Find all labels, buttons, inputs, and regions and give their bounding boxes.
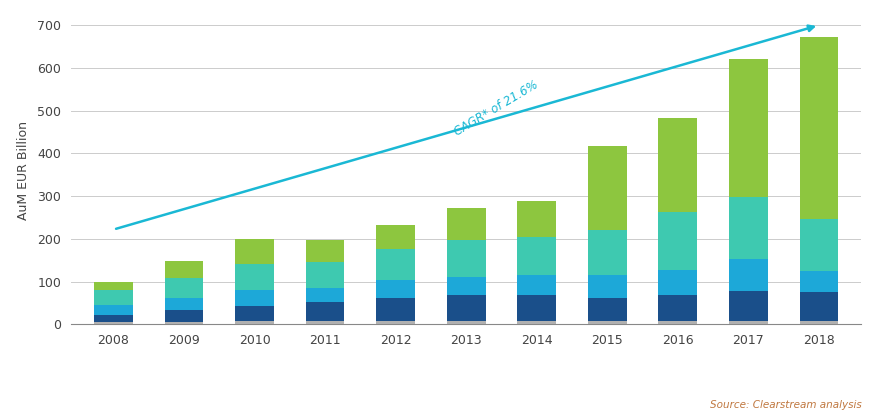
- Bar: [659, 321, 697, 324]
- Bar: [588, 297, 627, 321]
- Bar: [94, 282, 133, 290]
- Bar: [518, 275, 556, 295]
- Bar: [588, 321, 627, 324]
- Bar: [799, 292, 838, 321]
- Bar: [799, 270, 838, 292]
- Bar: [447, 295, 486, 321]
- Bar: [729, 321, 768, 324]
- Bar: [305, 240, 345, 262]
- Bar: [447, 240, 486, 277]
- Bar: [729, 259, 768, 291]
- Legend: Others, Germany, France, Luxembourg, Ireland: Others, Germany, France, Luxembourg, Ire…: [77, 413, 372, 416]
- Bar: [377, 249, 415, 280]
- Bar: [94, 305, 133, 314]
- Bar: [729, 59, 768, 197]
- Bar: [164, 322, 203, 324]
- Bar: [799, 219, 838, 270]
- Bar: [588, 146, 627, 230]
- Bar: [94, 290, 133, 305]
- Bar: [164, 310, 203, 322]
- Bar: [305, 262, 345, 288]
- Bar: [377, 321, 415, 324]
- Bar: [729, 291, 768, 321]
- Text: Source: Clearstream analysis: Source: Clearstream analysis: [710, 400, 861, 410]
- Bar: [377, 225, 415, 249]
- Bar: [659, 270, 697, 295]
- Bar: [518, 321, 556, 324]
- Bar: [235, 306, 274, 321]
- Bar: [305, 321, 345, 324]
- Bar: [799, 321, 838, 324]
- Bar: [518, 237, 556, 275]
- Bar: [305, 288, 345, 302]
- Bar: [377, 280, 415, 297]
- Bar: [659, 212, 697, 270]
- Bar: [164, 298, 203, 310]
- Bar: [518, 295, 556, 321]
- Bar: [305, 302, 345, 321]
- Bar: [164, 278, 203, 298]
- Y-axis label: AuM EUR Billion: AuM EUR Billion: [18, 121, 30, 220]
- Bar: [447, 208, 486, 240]
- Bar: [94, 314, 133, 322]
- Bar: [588, 230, 627, 275]
- Bar: [729, 197, 768, 259]
- Bar: [447, 321, 486, 324]
- Bar: [235, 264, 274, 290]
- Bar: [447, 277, 486, 295]
- Bar: [235, 239, 274, 264]
- Bar: [518, 201, 556, 237]
- Bar: [659, 295, 697, 321]
- Bar: [588, 275, 627, 297]
- Bar: [659, 119, 697, 212]
- Text: CAGR* of 21.6%: CAGR* of 21.6%: [452, 78, 541, 139]
- Bar: [235, 290, 274, 306]
- Bar: [94, 322, 133, 324]
- Bar: [235, 321, 274, 324]
- Bar: [799, 37, 838, 219]
- Bar: [377, 297, 415, 321]
- Bar: [164, 261, 203, 278]
